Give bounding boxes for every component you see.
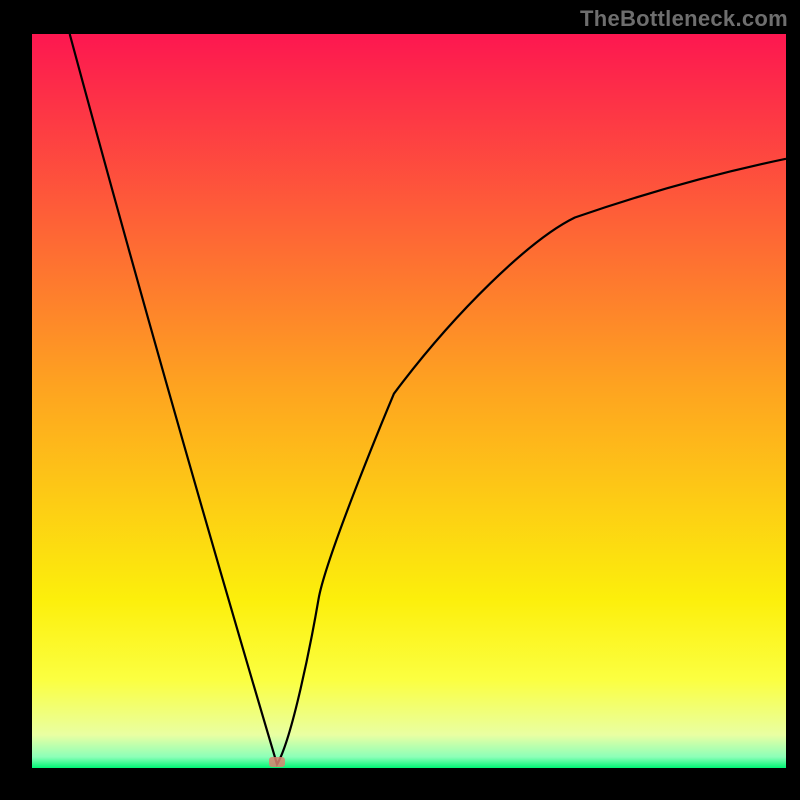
optimum-marker: [269, 757, 285, 767]
plot-area: [32, 34, 786, 768]
bottleneck-curve: [32, 34, 786, 768]
watermark-text: TheBottleneck.com: [580, 6, 788, 32]
